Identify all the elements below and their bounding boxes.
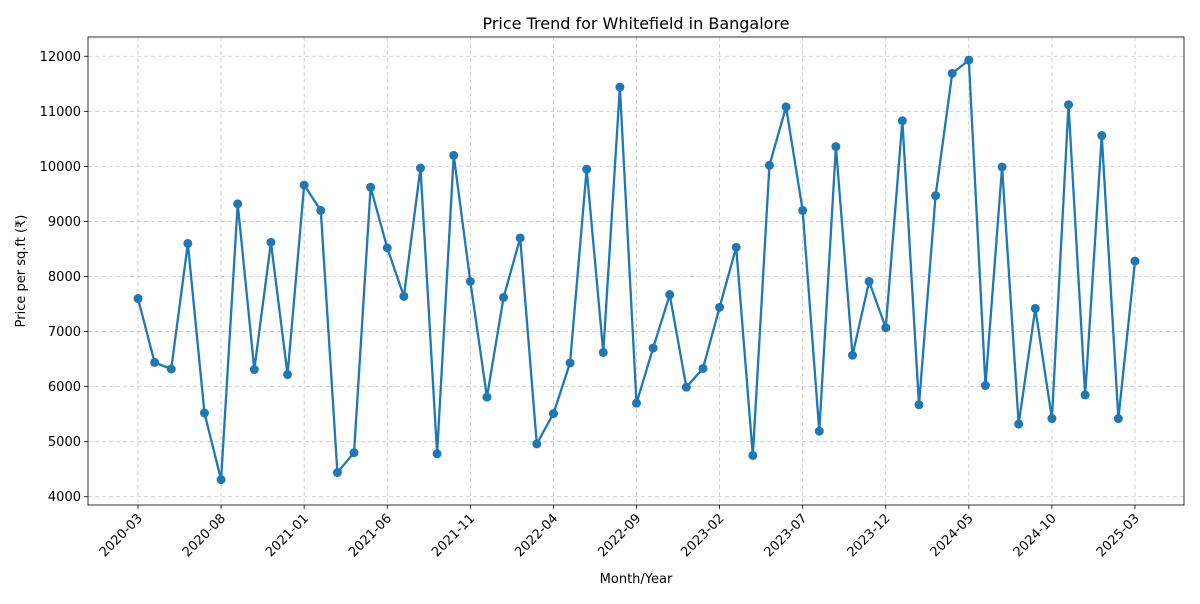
y-tick-label: 4000 — [48, 490, 81, 505]
data-point — [997, 162, 1007, 172]
data-point — [133, 294, 143, 304]
data-point — [482, 392, 492, 402]
x-tick-label: 2023-07 — [761, 511, 810, 560]
data-point — [199, 408, 209, 418]
data-point — [233, 199, 243, 209]
data-point — [266, 237, 276, 247]
x-tick-label: 2024-10 — [1011, 511, 1060, 560]
data-point — [432, 449, 442, 459]
data-point — [881, 323, 891, 333]
x-tick-label: 2023-12 — [845, 511, 894, 560]
data-point — [648, 343, 658, 353]
data-point — [465, 276, 475, 286]
data-point — [947, 68, 957, 78]
data-point — [1130, 256, 1140, 266]
data-point — [1047, 414, 1057, 424]
data-point — [415, 163, 425, 173]
x-tick-label: 2020-08 — [180, 511, 229, 560]
data-point — [382, 243, 392, 253]
x-tick-label: 2023-02 — [678, 511, 727, 560]
y-tick-label: 12000 — [40, 50, 81, 65]
data-point — [449, 150, 459, 160]
chart-title: Price Trend for Whitefield in Bangalore — [482, 14, 789, 33]
data-point — [399, 291, 409, 301]
x-tick-label: 2022-04 — [512, 511, 561, 560]
data-point — [499, 292, 509, 302]
data-point — [1030, 303, 1040, 313]
data-point — [831, 142, 841, 152]
data-point — [283, 370, 293, 380]
data-point — [864, 276, 874, 286]
data-point — [183, 238, 193, 248]
data-point — [249, 365, 259, 375]
x-tick-label: 2020-03 — [97, 511, 146, 560]
data-point — [515, 233, 525, 243]
data-point — [731, 242, 741, 252]
data-point — [366, 182, 376, 192]
data-point — [964, 55, 974, 65]
data-point — [980, 381, 990, 391]
data-point — [715, 302, 725, 312]
data-point — [1113, 414, 1123, 424]
y-tick-label: 11000 — [40, 105, 81, 120]
data-point — [814, 426, 824, 436]
data-point — [1080, 390, 1090, 400]
data-point — [698, 363, 708, 373]
data-point — [548, 409, 558, 419]
x-tick-label: 2022-09 — [595, 511, 644, 560]
data-point — [299, 180, 309, 190]
data-point — [582, 164, 592, 174]
data-point — [848, 350, 858, 360]
y-tick-label: 9000 — [48, 215, 81, 230]
data-point — [764, 160, 774, 170]
data-point — [150, 357, 160, 367]
y-axis: 4000 5000 6000 7000 8000 9000 10000 11000 12000 — [40, 50, 88, 505]
x-tick-label: 2021-01 — [263, 511, 312, 560]
x-tick-label: 2024-05 — [928, 511, 977, 560]
data-point — [681, 382, 691, 392]
series-markers — [133, 55, 1140, 485]
data-point — [1097, 131, 1107, 141]
data-point — [897, 116, 907, 126]
x-tick-label: 2021-06 — [346, 511, 395, 560]
data-point — [1014, 419, 1024, 429]
y-tick-label: 10000 — [40, 160, 81, 175]
data-point — [665, 290, 675, 300]
data-point — [316, 205, 326, 215]
data-point — [216, 475, 226, 485]
data-point — [532, 439, 542, 449]
x-axis: 2020-03 2020-08 2021-01 2021-06 2021-11 2022-… — [97, 505, 1143, 560]
y-tick-label: 8000 — [48, 270, 81, 285]
data-point — [798, 205, 808, 215]
x-tick-label: 2021-11 — [429, 511, 478, 560]
y-tick-label: 5000 — [48, 435, 81, 450]
data-point — [332, 468, 342, 478]
data-point — [748, 450, 758, 460]
data-point — [615, 82, 625, 92]
data-point — [914, 400, 924, 410]
y-tick-label: 6000 — [48, 380, 81, 395]
data-point — [598, 347, 608, 357]
plot-frame — [87, 36, 1185, 506]
x-tick-label: 2025-03 — [1094, 511, 1143, 560]
data-point — [1064, 100, 1074, 110]
data-point — [565, 358, 575, 368]
data-point — [166, 364, 176, 374]
data-point — [781, 102, 791, 112]
data-point — [349, 448, 359, 458]
x-axis-title: Month/Year — [600, 572, 673, 587]
y-axis-title: Price per sq.ft (₹) — [14, 215, 29, 328]
data-point — [931, 191, 941, 201]
data-point — [632, 398, 641, 408]
y-tick-label: 7000 — [48, 325, 81, 340]
grid — [88, 37, 1184, 505]
